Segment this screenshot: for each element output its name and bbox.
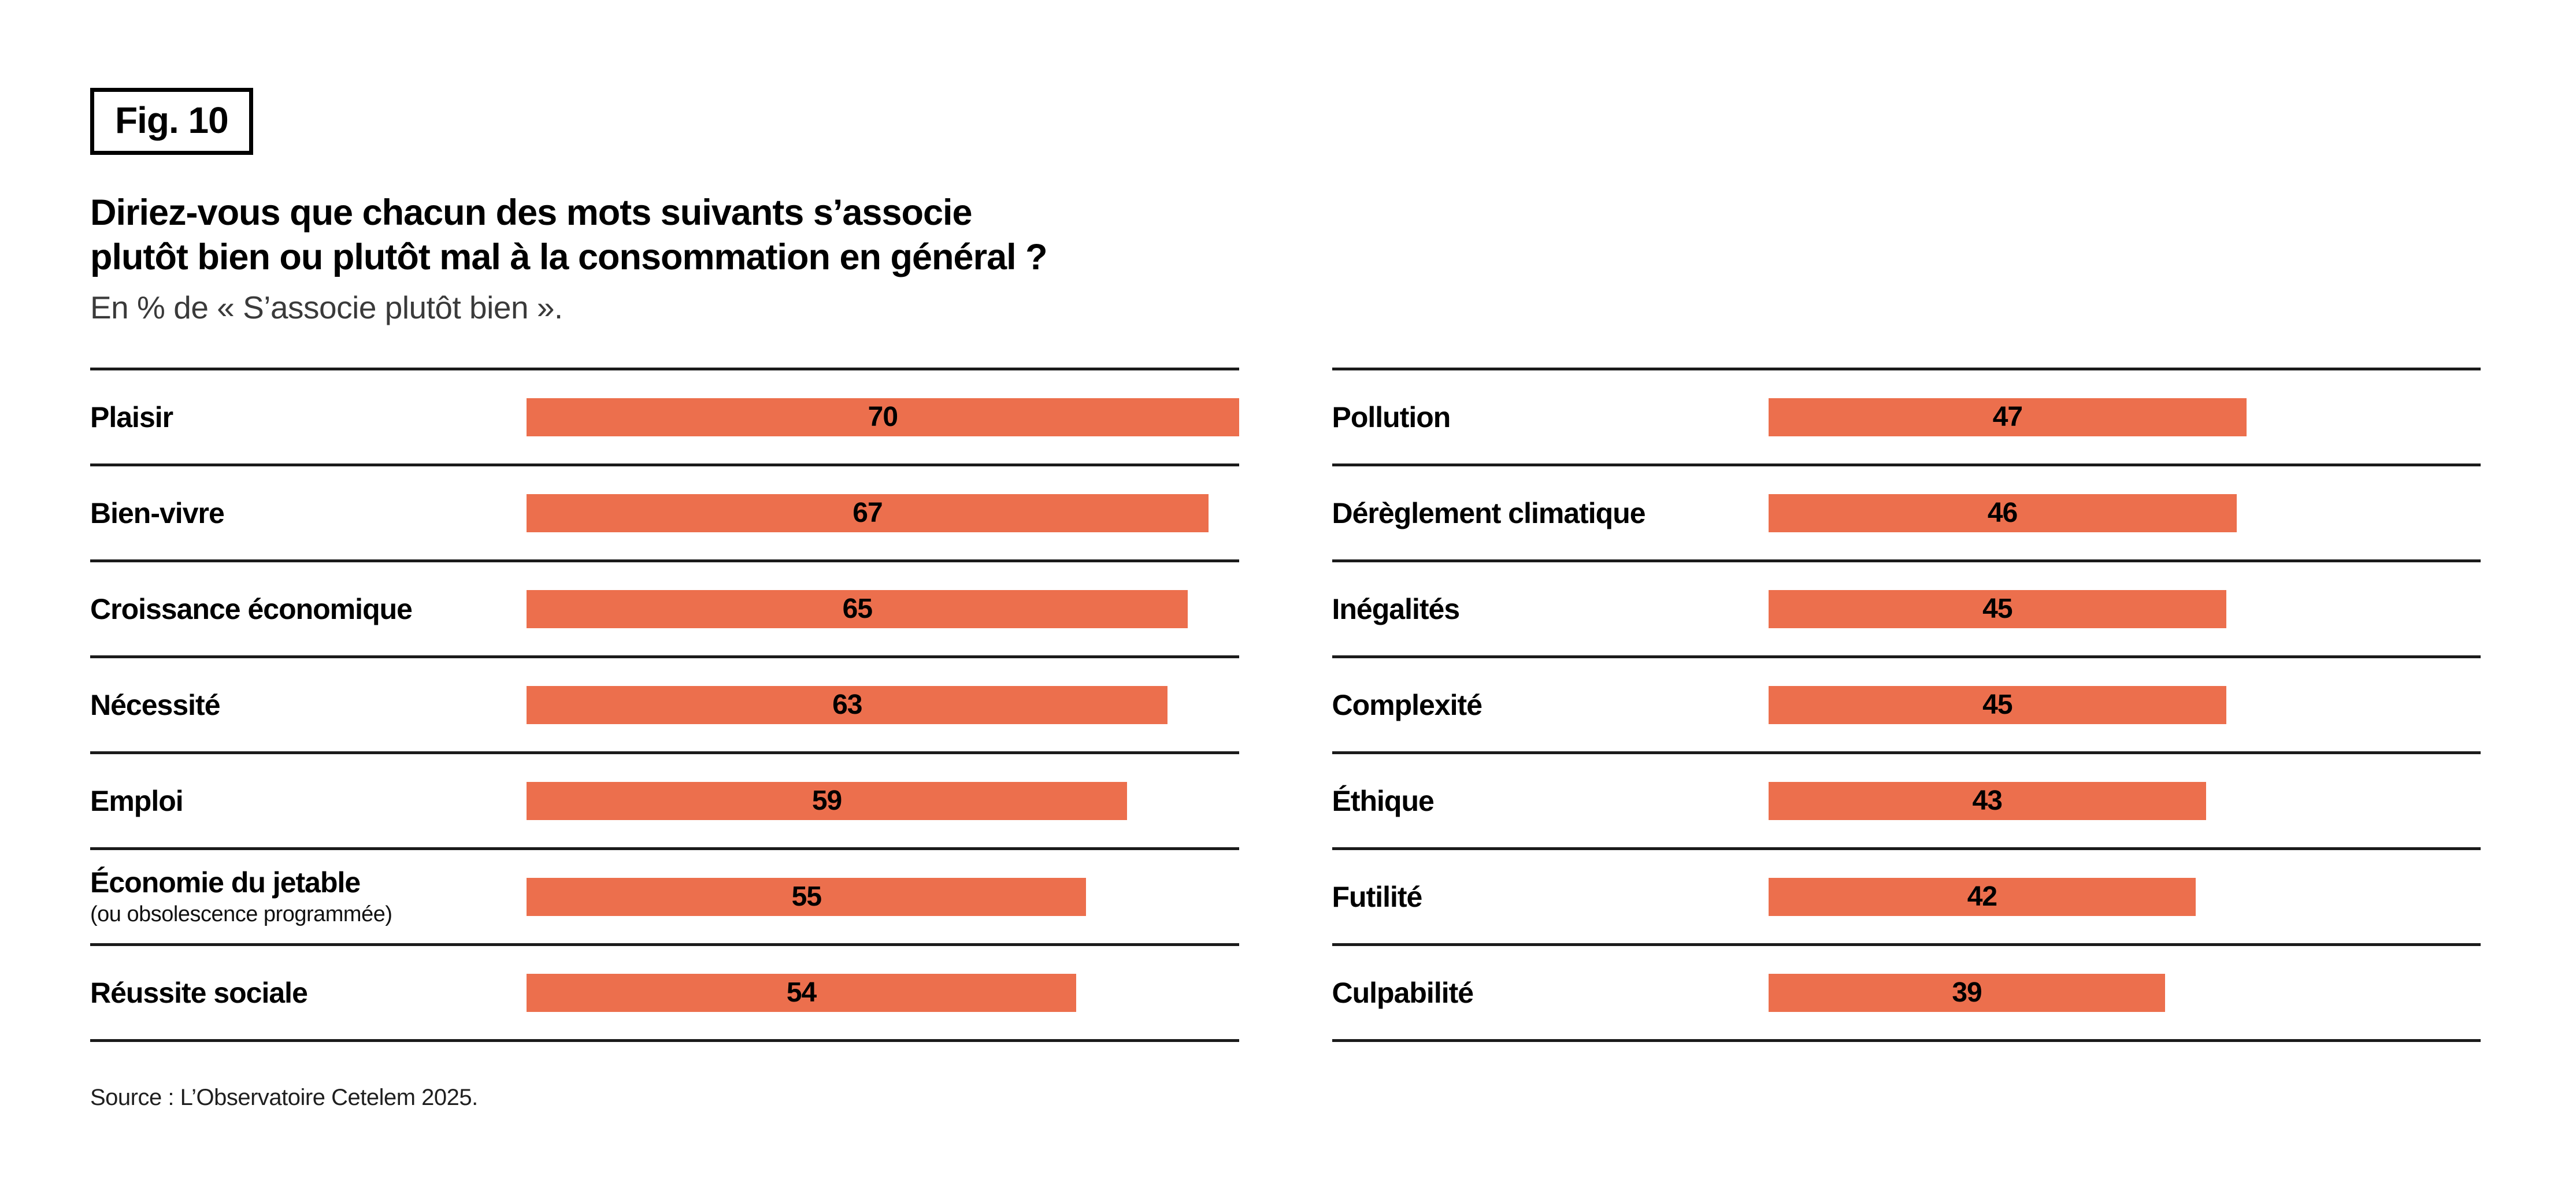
category-label-cell: Dérèglement climatique [1332, 498, 1769, 529]
category-label-cell: Complexité [1332, 689, 1769, 721]
value-label: 42 [1967, 881, 1997, 913]
bar-row: Dérèglement climatique 46 [1332, 463, 2481, 559]
value-bar: 43 [1768, 781, 2206, 820]
value-label: 39 [1952, 977, 1982, 1008]
value-bar: 65 [527, 589, 1188, 628]
source-note: Source : L’Observatoire Cetelem 2025. [90, 1085, 478, 1111]
value-bar: 42 [1768, 877, 2196, 916]
value-label: 67 [853, 498, 883, 529]
value-label: 46 [1987, 498, 2018, 529]
category-label: Éthique [1332, 784, 1435, 817]
bar-row: Inégalités 45 [1332, 559, 2481, 655]
category-label: Inégalités [1332, 592, 1461, 625]
category-label: Complexité [1332, 688, 1483, 721]
bar-row: Économie du jetable (ou obsolescence pro… [90, 847, 1239, 943]
value-bar: 67 [527, 494, 1209, 532]
category-label: Réussite sociale [90, 976, 308, 1009]
bar-track: 47 [1768, 398, 2481, 436]
figure-number-badge: Fig. 10 [90, 88, 253, 155]
category-label-cell: Bien-vivre [90, 498, 527, 529]
bar-track: 45 [1768, 685, 2481, 724]
value-bar: 59 [527, 781, 1127, 820]
category-label: Pollution [1332, 400, 1451, 433]
value-bar: 54 [527, 973, 1076, 1012]
bar-track: 65 [527, 589, 1239, 628]
bar-row: Complexité 45 [1332, 655, 2481, 751]
bar-track: 67 [527, 494, 1239, 532]
category-label-cell: Croissance économique [90, 594, 527, 625]
value-label: 47 [1992, 402, 2023, 433]
value-label: 59 [811, 785, 842, 817]
bar-track: 59 [527, 781, 1239, 820]
value-bar: 47 [1768, 398, 2247, 436]
value-label: 55 [791, 881, 822, 913]
value-bar: 55 [527, 877, 1087, 916]
category-label-cell: Pollution [1332, 402, 1769, 433]
bar-track: 70 [527, 398, 1239, 436]
bar-row: Réussite sociale 54 [90, 943, 1239, 1039]
category-label: Croissance économique [90, 592, 413, 625]
bar-row: Pollution 47 [1332, 368, 2481, 463]
bar-track: 43 [1768, 781, 2481, 820]
chart-title: Diriez-vous que chacun des mots suivants… [90, 192, 1048, 278]
category-label: Nécessité [90, 688, 221, 721]
value-label: 43 [1972, 785, 2003, 817]
bar-row: Éthique 43 [1332, 751, 2481, 847]
value-bar: 39 [1768, 973, 2166, 1012]
category-label-cell: Inégalités [1332, 594, 1769, 625]
bar-track: 42 [1768, 877, 2481, 916]
figure-page: Fig. 10 Diriez-vous que chacun des mots … [90, 88, 2481, 1111]
category-label: Culpabilité [1332, 976, 1474, 1009]
bar-row: Croissance économique 65 [90, 559, 1239, 655]
bar-row: Emploi 59 [90, 751, 1239, 847]
value-label: 63 [832, 689, 862, 721]
category-label-cell: Emploi [90, 785, 527, 817]
bar-track: 54 [527, 973, 1239, 1012]
bar-panel-left: Plaisir 70 Bien-vivre 67 Croissance écon… [90, 368, 1239, 1043]
category-label-cell: Nécessité [90, 689, 527, 721]
bar-chart-panels: Plaisir 70 Bien-vivre 67 Croissance écon… [90, 368, 2481, 1043]
category-label-cell: Économie du jetable (ou obsolescence pro… [90, 867, 527, 927]
category-label-cell: Plaisir [90, 402, 527, 433]
category-label: Dérèglement climatique [1332, 496, 1646, 529]
category-label-cell: Futilité [1332, 881, 1769, 913]
bar-track: 46 [1768, 494, 2481, 532]
category-label-cell: Culpabilité [1332, 977, 1769, 1008]
category-label-cell: Éthique [1332, 785, 1769, 817]
category-label: Plaisir [90, 400, 173, 433]
bar-row: Plaisir 70 [90, 368, 1239, 463]
chart-subtitle: En % de « S’associe plutôt bien ». [90, 290, 563, 326]
value-bar: 46 [1768, 494, 2237, 532]
value-label: 45 [1982, 689, 2012, 721]
bar-track: 55 [527, 877, 1239, 916]
category-label: Futilité [1332, 880, 1423, 913]
category-label-cell: Réussite sociale [90, 977, 527, 1008]
bar-row: Futilité 42 [1332, 847, 2481, 943]
value-bar: 45 [1768, 589, 2226, 628]
value-label: 45 [1982, 594, 2012, 625]
category-label: Bien-vivre [90, 496, 225, 529]
bar-row: Bien-vivre 67 [90, 463, 1239, 559]
bar-track: 39 [1768, 973, 2481, 1012]
value-label: 70 [868, 402, 898, 433]
category-label: Emploi [90, 784, 184, 817]
bar-panel-right: Pollution 47 Dérèglement climatique 46 I… [1332, 368, 2481, 1043]
value-bar: 45 [1768, 685, 2226, 724]
value-bar: 70 [527, 398, 1239, 436]
value-label: 65 [842, 594, 873, 625]
category-label: Économie du jetable [90, 866, 361, 899]
bar-row: Culpabilité 39 [1332, 943, 2481, 1039]
value-bar: 63 [527, 685, 1168, 724]
value-label: 54 [786, 977, 817, 1008]
bar-row: Nécessité 63 [90, 655, 1239, 751]
category-sublabel: (ou obsolescence programmée) [90, 902, 392, 926]
bar-track: 63 [527, 685, 1239, 724]
bar-track: 45 [1768, 589, 2481, 628]
